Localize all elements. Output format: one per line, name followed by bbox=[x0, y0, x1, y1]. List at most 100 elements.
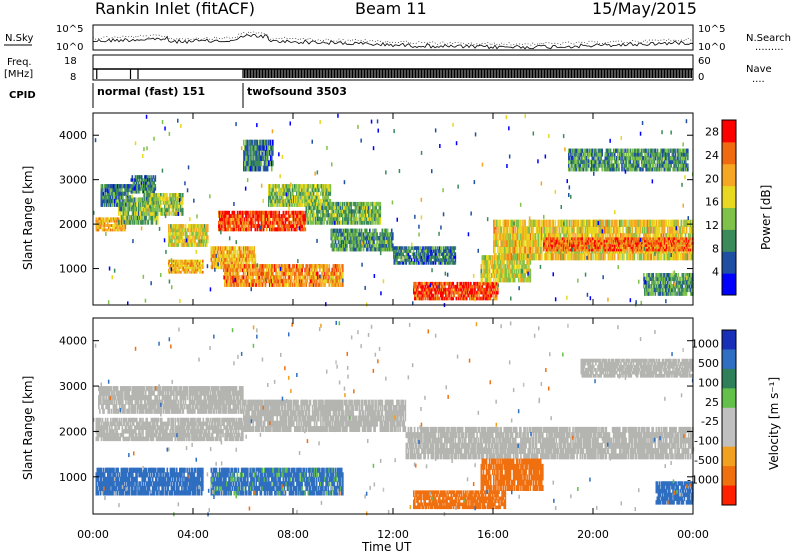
power-cell bbox=[98, 221, 101, 225]
power-cell bbox=[118, 184, 120, 189]
power-cell bbox=[189, 231, 191, 236]
power-cell bbox=[190, 242, 192, 247]
power-cell bbox=[177, 238, 180, 244]
power-cell bbox=[309, 216, 312, 221]
power-cell bbox=[216, 257, 219, 262]
power-cell bbox=[184, 259, 187, 263]
power-cell bbox=[173, 211, 176, 216]
power-cell bbox=[179, 207, 182, 213]
power-cell bbox=[218, 257, 221, 262]
power-cell bbox=[184, 238, 187, 244]
power-cell bbox=[113, 184, 116, 189]
power-cell bbox=[95, 221, 98, 225]
power-cell bbox=[145, 175, 147, 179]
power-cell bbox=[134, 201, 137, 207]
power-cell bbox=[121, 184, 123, 189]
power-cell bbox=[202, 266, 204, 270]
power-cell bbox=[130, 206, 133, 212]
power-cell bbox=[148, 184, 150, 188]
power-cell bbox=[285, 210, 288, 215]
power-cell bbox=[118, 201, 120, 207]
power-cell bbox=[233, 257, 236, 262]
power-cell bbox=[244, 271, 247, 276]
power-cell bbox=[146, 207, 148, 213]
power-cell bbox=[171, 238, 173, 244]
power-cell bbox=[197, 264, 200, 267]
power-cell bbox=[186, 235, 189, 240]
power-cell bbox=[390, 228, 393, 233]
power-cell bbox=[558, 226, 561, 234]
power-cell bbox=[154, 175, 157, 179]
power-cell bbox=[298, 187, 300, 193]
power-cell bbox=[390, 239, 393, 244]
power-cell bbox=[200, 235, 203, 240]
power-cell bbox=[172, 227, 174, 233]
power-cell bbox=[173, 259, 175, 263]
power-cell bbox=[132, 187, 135, 191]
power-cell bbox=[296, 264, 298, 269]
power-cell bbox=[193, 259, 196, 263]
power-cell bbox=[253, 278, 255, 284]
power-cell bbox=[552, 219, 555, 227]
power-cell bbox=[336, 271, 339, 276]
power-cell bbox=[171, 207, 174, 213]
power-cell bbox=[178, 193, 181, 198]
power-cell bbox=[142, 187, 144, 191]
power-cell bbox=[203, 235, 206, 240]
power-cell bbox=[272, 198, 274, 204]
power-cell bbox=[327, 195, 330, 200]
power-cell bbox=[173, 264, 175, 267]
power-cell bbox=[218, 220, 220, 225]
power-cell bbox=[288, 202, 291, 207]
power-cell bbox=[198, 238, 201, 244]
power-cell bbox=[140, 201, 142, 207]
power-cell bbox=[228, 264, 230, 269]
power-cell bbox=[219, 224, 221, 228]
power-cell bbox=[123, 228, 126, 232]
power-cell bbox=[181, 211, 184, 216]
power-cell bbox=[312, 201, 315, 207]
power-cell bbox=[237, 282, 240, 287]
power-cell bbox=[174, 259, 176, 263]
power-cell bbox=[567, 219, 569, 227]
power-cell bbox=[221, 250, 223, 255]
power-cell bbox=[454, 252, 457, 256]
power-cell bbox=[272, 144, 274, 151]
power-cell bbox=[247, 139, 249, 146]
power-cell bbox=[176, 242, 179, 247]
power-cell bbox=[217, 253, 220, 258]
power-cell bbox=[247, 253, 249, 258]
power-cell bbox=[218, 227, 220, 232]
power-cell bbox=[186, 259, 189, 263]
power-cell bbox=[253, 264, 255, 269]
power-cell bbox=[160, 211, 163, 216]
power-cell bbox=[129, 187, 132, 193]
power-cell bbox=[265, 267, 268, 273]
power-cell bbox=[123, 191, 125, 196]
power-cell bbox=[126, 215, 129, 221]
power-cell bbox=[525, 264, 527, 270]
power-cell bbox=[97, 219, 100, 223]
power-cell bbox=[222, 246, 224, 251]
power-cell bbox=[347, 228, 349, 233]
power-cell bbox=[187, 266, 190, 270]
power-cell bbox=[107, 228, 110, 232]
power-cell bbox=[506, 226, 509, 234]
power-cell bbox=[120, 195, 122, 200]
power-cell bbox=[356, 220, 359, 225]
power-cell bbox=[197, 224, 200, 229]
power-cell bbox=[169, 196, 171, 201]
power-cell bbox=[288, 187, 291, 193]
power-cell bbox=[264, 282, 267, 287]
power-cell bbox=[246, 261, 248, 266]
power-cell bbox=[104, 187, 107, 193]
power-cell bbox=[112, 226, 114, 230]
noise-search-trace bbox=[92, 31, 694, 46]
power-cell bbox=[150, 215, 153, 221]
power-cell bbox=[197, 227, 200, 233]
power-cell bbox=[128, 187, 131, 193]
power-cell bbox=[125, 210, 128, 216]
power-cell bbox=[179, 200, 182, 205]
power-cell bbox=[454, 246, 457, 250]
power-cell bbox=[171, 193, 174, 198]
